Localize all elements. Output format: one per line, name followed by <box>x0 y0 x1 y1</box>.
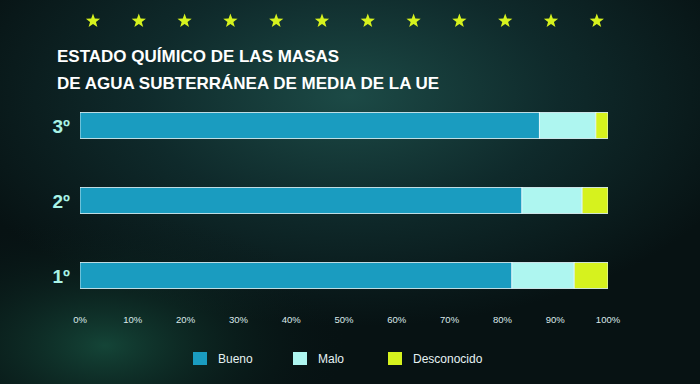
star-decoration <box>177 14 191 28</box>
bar-segment <box>574 263 608 289</box>
bar-segment <box>596 113 608 139</box>
tick-label: 50% <box>334 314 354 325</box>
bar-segment <box>512 263 574 289</box>
bar-segment <box>80 263 512 289</box>
title-line: DE AGUA SUBTERRÁNEA DE MEDIA DE LA UE <box>57 74 439 93</box>
bar-segment <box>522 188 582 214</box>
legend-swatch <box>388 352 402 365</box>
star-decoration <box>315 14 329 28</box>
tick-label: 40% <box>282 314 302 325</box>
category-label: 3º <box>52 116 70 137</box>
bar-segment <box>80 113 539 139</box>
background <box>0 0 700 384</box>
category-label: 1º <box>52 266 70 287</box>
tick-label: 70% <box>440 314 460 325</box>
star-decoration <box>269 14 283 28</box>
bar-segment <box>80 188 522 214</box>
star-decoration <box>498 14 512 28</box>
title-line: ESTADO QUÍMICO DE LAS MASAS <box>57 47 339 66</box>
tick-label: 20% <box>176 314 196 325</box>
star-decoration <box>361 14 375 28</box>
bar-segment <box>539 113 595 139</box>
star-decoration <box>223 14 237 28</box>
tick-label: 60% <box>387 314 407 325</box>
legend-label: Malo <box>318 352 344 366</box>
tick-label: 30% <box>229 314 249 325</box>
legend-swatch <box>293 352 307 365</box>
star-decoration <box>590 14 604 28</box>
bars <box>80 113 608 289</box>
star-decoration <box>132 14 146 28</box>
tick-label: 80% <box>493 314 513 325</box>
star-decoration <box>544 14 558 28</box>
category-label: 2º <box>52 191 70 212</box>
title: ESTADO QUÍMICO DE LAS MASAS DE AGUA SUBTE… <box>57 47 439 93</box>
star-decoration <box>406 14 420 28</box>
legend-label: Bueno <box>218 352 253 366</box>
tick-label: 100% <box>596 314 621 325</box>
tick-label: 90% <box>546 314 566 325</box>
legend-label: Desconocido <box>413 352 483 366</box>
tick-label: 0% <box>73 314 87 325</box>
bar-segment <box>582 188 608 214</box>
star-decoration <box>452 14 466 28</box>
star-decoration <box>86 14 100 28</box>
legend-swatch <box>193 352 207 365</box>
tick-label: 10% <box>123 314 143 325</box>
background-glow <box>0 0 700 384</box>
chart: ESTADO QUÍMICO DE LAS MASAS DE AGUA SUBTE… <box>0 0 700 384</box>
